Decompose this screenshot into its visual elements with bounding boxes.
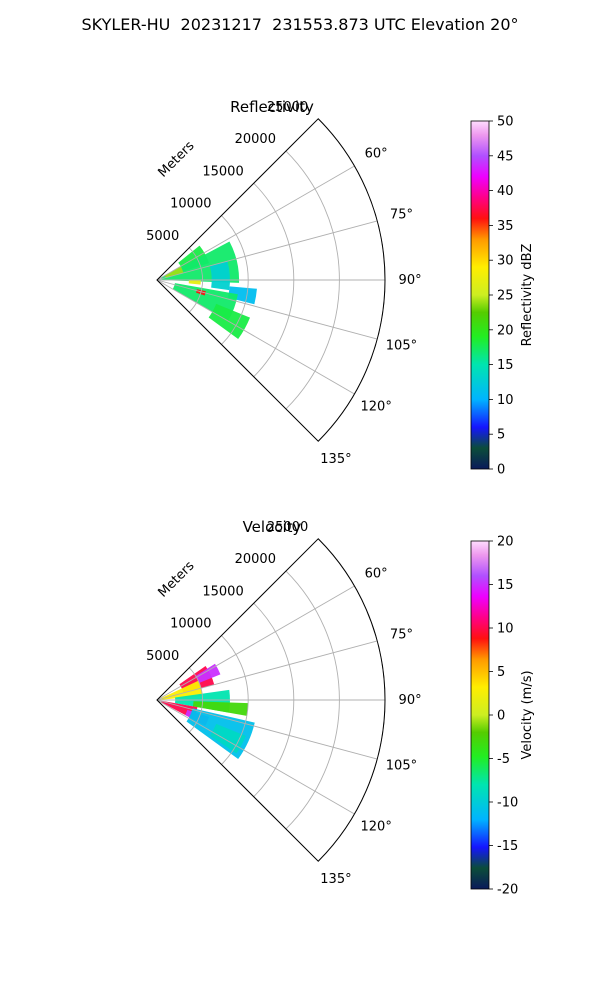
colorbar-tick-label: 20: [497, 323, 514, 338]
angle-tick-label: 75°: [390, 207, 413, 222]
sector-outline: [156, 538, 386, 862]
colorbar-tick-label: 5: [497, 665, 505, 680]
azimuth-gridline: [156, 699, 355, 815]
azimuth-gridline: [156, 640, 378, 701]
angle-tick-label: 135°: [320, 452, 351, 467]
azimuth-gridline: [156, 699, 378, 760]
radial-tick-label: 5000: [146, 649, 179, 664]
angle-tick-label: 105°: [386, 339, 417, 354]
colorbar-tick-label: 15: [497, 578, 514, 593]
angle-tick-label: 90°: [399, 273, 422, 288]
angle-tick-label: 60°: [365, 146, 388, 161]
angle-tick-label: 105°: [386, 759, 417, 774]
panel-title: Velocity: [243, 518, 302, 536]
colorbar-tick-label: 15: [497, 358, 514, 373]
colorbar-label: Reflectivity dBZ: [520, 244, 535, 347]
colorbar-tick-label: 5: [497, 428, 505, 443]
colorbar-gradient: [470, 120, 490, 470]
radial-tick-label: 20000: [235, 552, 276, 567]
figure-title: SKYLER-HU 20231217 231553.873 UTC Elevat…: [81, 15, 519, 34]
colorbar-label: Velocity (m/s): [520, 670, 535, 759]
angle-tick-label: 75°: [390, 627, 413, 642]
radial-tick-label: 10000: [170, 617, 211, 632]
colorbar-tick-label: 25: [497, 289, 514, 304]
echo-region: [195, 663, 221, 683]
echo-region: [161, 680, 203, 700]
echo-region: [188, 280, 201, 285]
colorbar-tick-label: -5: [497, 752, 510, 767]
radial-tick-label: 15000: [202, 164, 243, 179]
echo-region: [227, 286, 257, 305]
angle-tick-label: 90°: [399, 693, 422, 708]
sector-outline: [156, 118, 386, 442]
colorbar: 0 5 10 15 20 25 30 35 40 45 50 Reflectivity dBZ: [470, 115, 535, 478]
azimuth-gridline: [156, 220, 378, 281]
echo-layer: [161, 241, 257, 339]
echo-region: [192, 701, 249, 716]
azimuth-gridline: [156, 279, 378, 340]
angle-tick-label: 60°: [365, 566, 388, 581]
radial-tick-label: 25000: [267, 520, 308, 535]
echo-region: [164, 266, 184, 278]
radial-tick-label: 10000: [170, 197, 211, 212]
colorbar-tick-label: -10: [497, 796, 518, 811]
radial-axis-label: Meters: [156, 558, 198, 600]
radial-axis-label: Meters: [156, 138, 198, 180]
angle-tick-label: 120°: [361, 400, 392, 415]
radial-tick-label: 20000: [235, 132, 276, 147]
colorbar-tick-label: 10: [497, 393, 514, 408]
colorbar-tick-label: 0: [497, 709, 505, 724]
radial-tick-label: 15000: [202, 584, 243, 599]
colorbar-tick-label: 50: [497, 115, 514, 130]
colorbar-tick-label: 20: [497, 535, 514, 550]
polar-panel-reflectivity: Reflectivity 5000 10000 15000 20000 25000 Mete…: [146, 98, 535, 478]
angle-tick-label: 120°: [361, 820, 392, 835]
angle-tick-label: 135°: [320, 872, 351, 887]
colorbar-tick-label: 0: [497, 463, 505, 478]
colorbar-tick-label: 35: [497, 219, 514, 234]
azimuth-gridline: [156, 279, 355, 395]
colorbar-tick-label: 40: [497, 184, 514, 199]
colorbar: -20 -15 -10 -5 0 5 10 15 20 Velocity (m/s): [470, 535, 535, 898]
radial-tick-label: 25000: [267, 100, 308, 115]
colorbar-tick-label: 10: [497, 622, 514, 637]
azimuth-gridline: [156, 165, 355, 281]
azimuth-gridline: [156, 585, 355, 701]
colorbar-tick-label: 45: [497, 149, 514, 164]
radial-tick-label: 5000: [146, 229, 179, 244]
colorbar-tick-label: -20: [497, 883, 518, 898]
colorbar-tick-label: -15: [497, 839, 518, 854]
panel-title: Reflectivity: [230, 98, 314, 116]
echo-region: [209, 261, 230, 291]
colorbar-tick-label: 30: [497, 254, 514, 269]
polar-panel-velocity: Velocity 5000 10000 15000 20000 25000 Meters 60…: [146, 518, 535, 898]
colorbar-gradient: [470, 540, 490, 890]
